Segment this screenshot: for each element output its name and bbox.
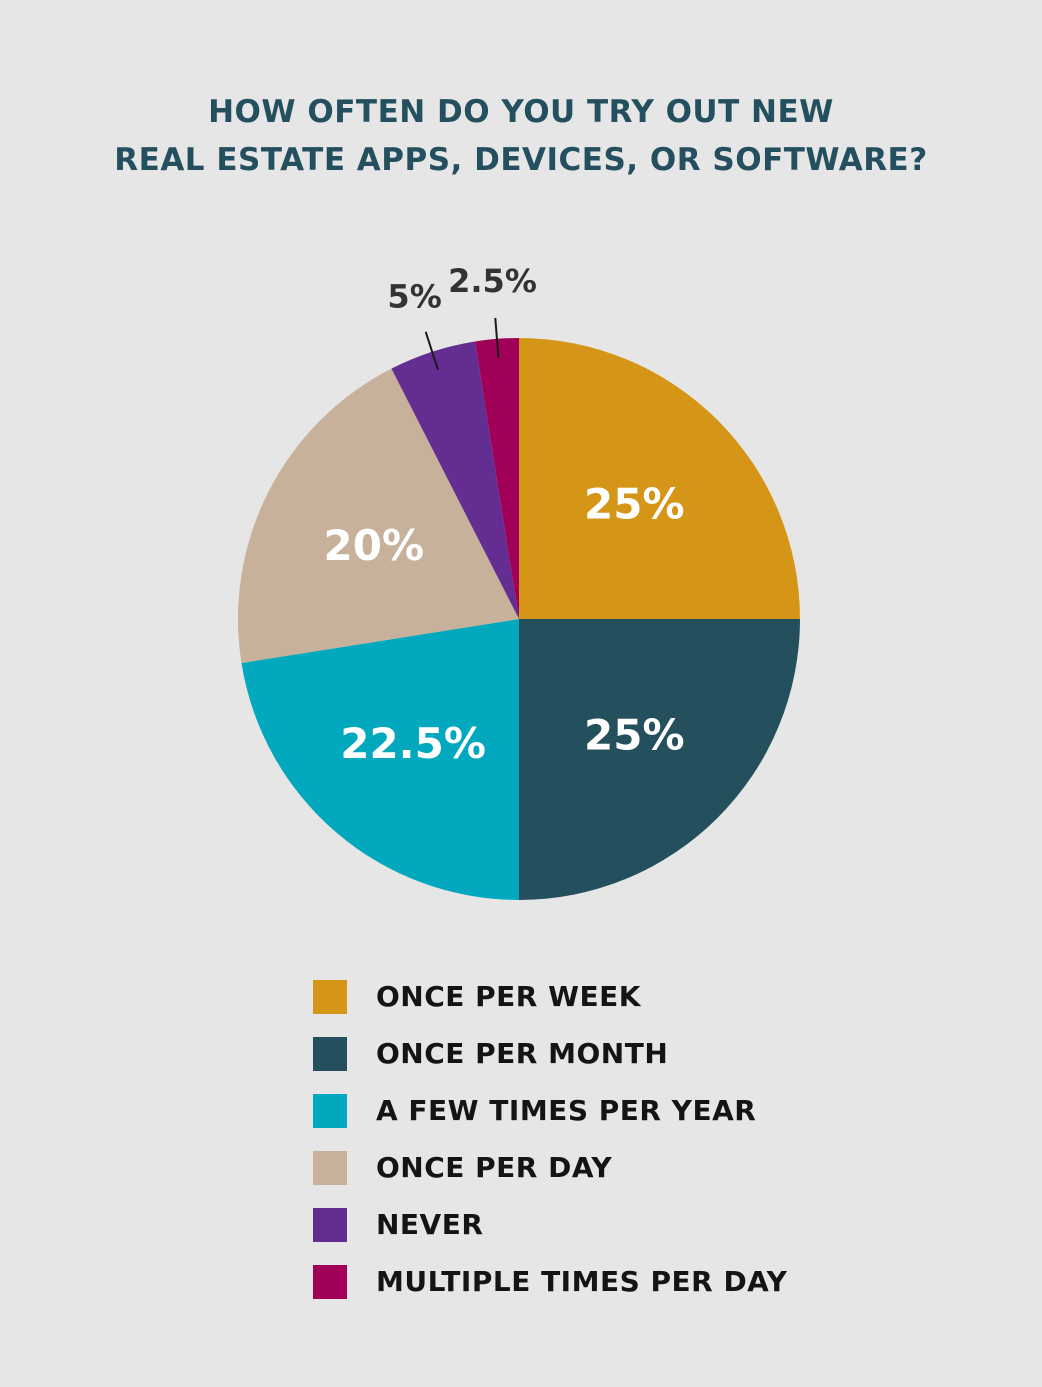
legend-swatch-a-few-times-per-year <box>313 1094 347 1128</box>
pie-slice-once-per-day <box>238 368 520 663</box>
legend-label-never: NEVER <box>376 1208 484 1241</box>
legend-swatch-once-per-month <box>313 1037 347 1071</box>
data-label-a-few-times-per-year: 22.5% <box>340 719 486 768</box>
pie-slice-multiple-times-per-day <box>475 338 519 619</box>
chart-title-line-1: HOW OFTEN DO YOU TRY OUT NEW <box>208 94 834 130</box>
data-label-once-per-week: 25% <box>584 480 685 529</box>
leader-line-multiple-times-per-day <box>494 317 500 358</box>
legend-label-a-few-times-per-year: A FEW TIMES PER YEAR <box>376 1094 757 1127</box>
data-label-once-per-day: 20% <box>324 521 425 570</box>
legend-label-multiple-times-per-day: MULTIPLE TIMES PER DAY <box>376 1265 788 1298</box>
legend-swatch-multiple-times-per-day <box>313 1265 347 1299</box>
legend-swatch-once-per-day <box>313 1151 347 1185</box>
pie-slice-never <box>391 341 519 619</box>
chart-title-line-2: REAL ESTATE APPS, DEVICES, OR SOFTWARE? <box>114 142 928 178</box>
legend-label-once-per-week: ONCE PER WEEK <box>376 980 641 1013</box>
legend-swatch-never <box>313 1208 347 1242</box>
legend-swatch-once-per-week <box>313 980 347 1014</box>
pie-slice-once-per-month <box>519 619 800 900</box>
pie-slice-a-few-times-per-year <box>241 619 519 900</box>
chart-title: HOW OFTEN DO YOU TRY OUT NEW REAL ESTATE… <box>0 88 1042 184</box>
legend-label-once-per-month: ONCE PER MONTH <box>376 1037 669 1070</box>
pie-slice-once-per-week <box>519 338 800 619</box>
legend-label-once-per-day: ONCE PER DAY <box>376 1151 613 1184</box>
data-label-multiple-times-per-day: 2.5% <box>448 262 537 300</box>
data-label-never: 5% <box>387 278 441 316</box>
leader-line-never <box>424 331 439 371</box>
data-label-once-per-month: 25% <box>584 710 685 759</box>
